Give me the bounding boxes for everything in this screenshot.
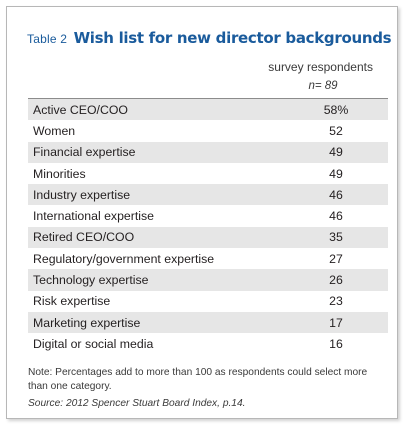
table-row: Digital or social media 16: [28, 333, 388, 354]
row-value: 46: [329, 187, 343, 202]
row-label: Marketing expertise: [33, 315, 141, 330]
row-label: Industry expertise: [33, 187, 131, 202]
row-value: 35: [329, 230, 343, 245]
row-value: 49: [329, 166, 343, 181]
row-value: 27: [329, 251, 343, 266]
table-row: Active CEO/COO 58%: [28, 99, 388, 121]
column-header: survey respondents: [268, 60, 373, 74]
row-label: Minorities: [33, 166, 86, 181]
table-frame: Table 2 Wish list for new director backg…: [6, 6, 398, 419]
table-row: Minorities 49: [28, 163, 388, 184]
table-row: Retired CEO/COO 35: [28, 226, 388, 249]
table-body: Active CEO/COO 58% Women 52 Financial ex…: [28, 98, 388, 355]
row-value: 49: [329, 145, 343, 160]
row-value: 26: [329, 273, 343, 288]
row-value: 46: [329, 209, 343, 224]
row-label: Technology expertise: [33, 273, 149, 288]
row-value: 23: [329, 294, 343, 309]
row-label: Women: [33, 123, 76, 138]
column-subheader: n= 89: [308, 80, 338, 92]
row-label: Risk expertise: [33, 294, 111, 309]
row-value: 52: [329, 123, 343, 138]
table-row: Technology expertise 26: [28, 269, 388, 291]
row-label: Retired CEO/COO: [33, 230, 135, 245]
table-number-label: Table 2: [27, 32, 68, 46]
table-row: Women 52: [28, 120, 388, 141]
table-title: Wish list for new director backgrounds: [73, 29, 392, 47]
row-label: Digital or social media: [33, 336, 154, 351]
table-row: Industry expertise 46: [28, 184, 388, 206]
table-note: Note: Percentages add to more than 100 a…: [28, 367, 368, 392]
row-value: 17: [329, 315, 343, 330]
table-source: Source: 2012 Spencer Stuart Board Index,…: [28, 398, 246, 409]
table-title-row: Table 2 Wish list for new director backg…: [27, 29, 392, 48]
table-row: Regulatory/government expertise 27: [28, 248, 388, 269]
row-label: International expertise: [33, 209, 154, 224]
row-label: Regulatory/government expertise: [33, 251, 215, 266]
table-row: Risk expertise 23: [28, 291, 388, 312]
table-row: Marketing expertise 17: [28, 311, 388, 334]
row-value: 58%: [323, 102, 349, 117]
table-row: International expertise 46: [28, 205, 388, 226]
row-label: Financial expertise: [33, 145, 136, 160]
row-label: Active CEO/COO: [33, 102, 128, 117]
table-row: Financial expertise 49: [28, 141, 388, 163]
row-value: 16: [329, 336, 343, 351]
